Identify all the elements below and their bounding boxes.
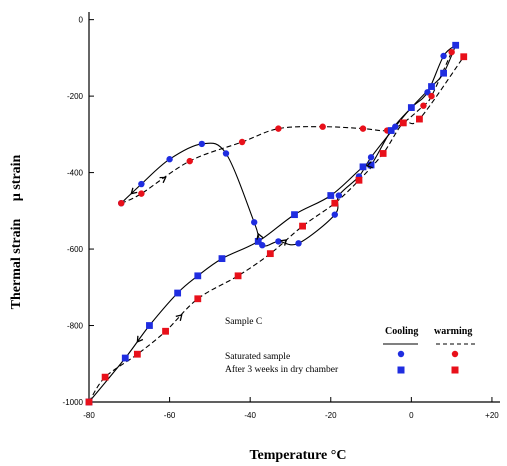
saturated-warming-point: [275, 125, 282, 132]
x-tick-label: -20: [325, 411, 337, 420]
legend-cooling-header: Cooling: [385, 326, 418, 337]
dry-cooling-point: [194, 272, 202, 280]
direction-arrow: [365, 161, 373, 169]
dry-cooling-point: [218, 255, 226, 263]
y-tick-label: -400: [67, 169, 84, 178]
saturated-cooling-point: [198, 140, 206, 148]
saturated-cooling-point: [275, 238, 282, 245]
dry-warming-point: [194, 295, 202, 303]
direction-arrow: [280, 239, 288, 246]
saturated-cooling-point: [440, 52, 447, 60]
axes: [88, 12, 500, 403]
saturated-warming-point: [238, 138, 246, 146]
saturated-warming-point: [448, 48, 455, 56]
dry-cooling-point: [452, 41, 460, 49]
saturated-warming-point: [138, 190, 145, 197]
saturated-cooling-line: [120, 44, 457, 247]
saturated-warming-point: [118, 199, 125, 207]
x-tick-label: -80: [83, 411, 95, 420]
dry-warming-point: [299, 222, 306, 230]
dry-warming-point: [416, 115, 423, 123]
saturated-cooling-point: [138, 180, 145, 188]
saturated-cooling-point: [166, 156, 173, 163]
dry-cooling-point: [327, 192, 335, 199]
saturated-warming-point: [359, 125, 367, 132]
x-tick-label: +20: [485, 411, 499, 420]
saturated-warming-line: [120, 51, 453, 204]
saturated-warming-point: [420, 102, 427, 109]
dry-warming-point: [133, 350, 141, 358]
direction-arrow: [256, 232, 264, 240]
y-tick-label: 0: [79, 16, 84, 25]
x-tick-label: -40: [244, 411, 256, 420]
saturated-cooling-point: [295, 240, 302, 247]
direction-arrow: [175, 314, 183, 322]
legend-warming-square-marker: [451, 366, 459, 374]
saturated-cooling-point: [367, 154, 375, 161]
saturated-warming-point: [186, 157, 193, 165]
saturated-warming-point: [319, 123, 326, 130]
legend-cooling-circle-marker: [397, 350, 405, 358]
x-tick-label: -60: [164, 411, 176, 420]
legend-warming-circle-marker: [451, 350, 459, 358]
dry-cooling-point: [146, 322, 153, 329]
legend: Cooling warming Saturated sample After 3…: [225, 326, 478, 375]
dry-cooling-point: [174, 289, 182, 297]
dry-cooling-point: [407, 104, 415, 111]
dry-cooling-point: [359, 163, 367, 171]
saturated-cooling-point: [222, 150, 230, 157]
saturated-cooling-point: [335, 192, 343, 199]
dry-warming-point: [355, 176, 363, 184]
dry-cooling-point: [254, 238, 262, 245]
saturated-cooling-point: [331, 211, 338, 218]
dry-warming-point: [234, 272, 242, 280]
markers: [85, 41, 468, 406]
saturated-cooling-point: [424, 89, 431, 96]
dry-warming-line: [88, 56, 465, 403]
legend-row-saturated: Saturated sample: [225, 352, 290, 362]
direction-arrow: [130, 187, 138, 195]
y-tick-label: -600: [67, 245, 84, 254]
curves: [88, 44, 465, 403]
saturated-cooling-point: [251, 219, 258, 226]
dry-warming-point: [460, 53, 468, 61]
y-tick-label: -200: [67, 92, 84, 101]
legend-row-dry: After 3 weeks in dry chamber: [225, 364, 339, 375]
direction-arrows: [130, 161, 373, 343]
dry-warming-point: [399, 119, 407, 127]
dry-cooling-point: [428, 83, 435, 90]
y-axis-title: Thermal strain µ strain: [9, 154, 24, 309]
dry-warming-point: [331, 199, 339, 207]
dry-warming-point: [85, 398, 93, 406]
y-tick-label: -1000: [63, 398, 84, 407]
dry-cooling-point: [291, 211, 298, 219]
dry-cooling-point: [387, 127, 395, 134]
dry-warming-point: [162, 327, 169, 335]
legend-warming-header: warming: [434, 326, 472, 337]
dry-cooling-point: [121, 354, 129, 362]
dry-cooling-point: [440, 69, 447, 77]
saturated-warming-point: [428, 92, 435, 100]
y-tick-label: -800: [67, 322, 84, 331]
dry-warming-point: [379, 150, 387, 157]
direction-arrow: [136, 335, 144, 343]
dry-warming-point: [101, 373, 109, 381]
dry-cooling-line: [88, 45, 457, 403]
tick-labels: 0-200-400-600-800-1000-80 -60 -40 -20 0 +20: [63, 16, 500, 420]
dry-cooling-point: [367, 161, 375, 169]
legend-cooling-square-marker: [397, 366, 405, 374]
dry-warming-point: [266, 250, 274, 258]
direction-arrow: [159, 176, 167, 184]
x-tick-label: 0: [409, 411, 414, 420]
x-axis-title: Temperature °C: [250, 448, 347, 463]
sample-annotation: Sample C: [225, 317, 262, 327]
